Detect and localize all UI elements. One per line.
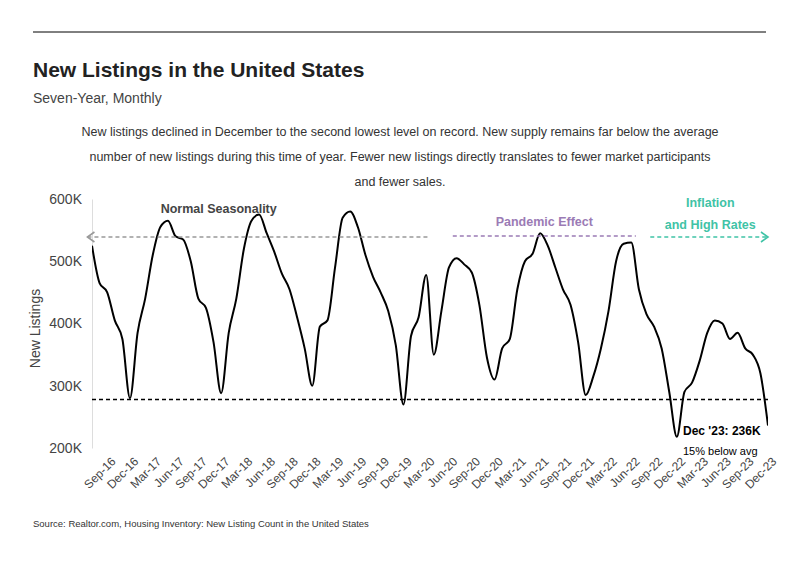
y-tick: 300K <box>49 378 92 394</box>
y-axis-line <box>92 200 93 449</box>
y-tick: 400K <box>49 315 92 331</box>
period-annotation: Inflation and High Rates <box>650 196 768 242</box>
period-annotation: Pandemic Effect <box>453 215 636 236</box>
average-line <box>92 399 768 401</box>
period-annotation: Normal Seasonality <box>87 202 430 242</box>
y-tick-label: 400K <box>49 315 82 331</box>
period-arrow <box>453 235 636 237</box>
period-label: Inflation <box>686 196 735 210</box>
y-axis: 200K 300K 400K 500K 600K <box>49 191 92 456</box>
y-tick: 200K <box>49 440 92 456</box>
chart: New Listings in the United States Seven-Y… <box>0 0 799 575</box>
x-tick-label: Dec-23 <box>742 454 779 491</box>
y-tick: 600K <box>49 191 92 207</box>
callout-title: Dec '23: 236K <box>683 424 761 438</box>
description: New listings declined in December to the… <box>81 125 718 139</box>
source: Source: Realtor.com, Housing Inventory: … <box>33 518 369 529</box>
period-label: Pandemic Effect <box>496 215 594 229</box>
callout-note: 15% below avg <box>683 445 758 457</box>
subtitle: Seven-Year, Monthly <box>33 90 162 106</box>
x-axis-line <box>93 450 769 451</box>
period-arrow <box>650 236 768 238</box>
period-arrow <box>87 236 430 238</box>
y-tick-label: 500K <box>49 253 82 269</box>
title: New Listings in the United States <box>33 58 364 81</box>
period-label: and High Rates <box>665 218 756 232</box>
top-rule <box>33 32 766 33</box>
series-line <box>92 211 768 436</box>
y-tick: 500K <box>49 253 92 269</box>
period-arrowhead <box>87 232 94 242</box>
y-axis-title: New Listings <box>27 289 43 368</box>
description: and fewer sales. <box>354 175 445 189</box>
y-tick-label: 300K <box>49 378 82 394</box>
description: number of new listings during this time … <box>89 150 710 164</box>
y-tick-label: 600K <box>49 191 82 207</box>
period-label: Normal Seasonality <box>161 202 277 216</box>
y-tick-label: 200K <box>49 440 82 456</box>
x-axis: Sep-16Dec-16Mar-17Jun-17Sep-17Dec-17Mar-… <box>81 450 779 492</box>
period-arrowhead <box>761 232 768 242</box>
plot-area <box>92 211 768 436</box>
